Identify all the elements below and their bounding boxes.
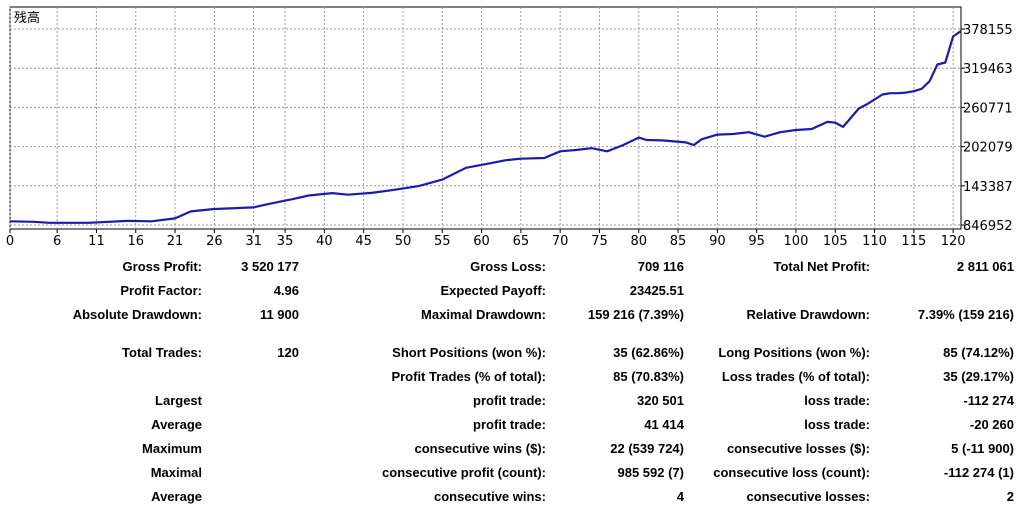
report-label: consecutive wins ($): — [414, 441, 546, 456]
report-value: 5 (-11 900) — [951, 441, 1014, 456]
report-label: consecutive losses: — [746, 489, 870, 504]
report-label: consecutive losses ($): — [726, 441, 870, 456]
y-tick-label: 319463 — [963, 62, 1013, 77]
report-label: Profit Factor: — [120, 283, 202, 298]
report-row: Maximal consecutive profit (count): 985 59… — [0, 463, 1024, 483]
report-label: Long Positions (won %): — [718, 345, 870, 360]
report-label: loss trade: — [804, 393, 870, 408]
x-tick-label: 26 — [206, 234, 223, 249]
report-value: 159 216 (7.39%) — [587, 307, 684, 322]
report-value: 2 811 061 — [956, 259, 1014, 274]
report-label: Total Trades: — [122, 345, 202, 360]
x-tick-label: 60 — [473, 234, 490, 249]
report-label: Gross Profit: — [122, 259, 202, 274]
report-row: Total Trades: 120 Short Positions (won %):… — [0, 343, 1024, 363]
report-value: 709 116 — [637, 259, 684, 274]
x-tick-label: 80 — [630, 234, 647, 249]
report-value: 41 414 — [644, 417, 684, 432]
report-label: Absolute Drawdown: — [72, 307, 202, 322]
balance-series-line — [9, 30, 962, 224]
report-value: 3 520 177 — [241, 259, 299, 274]
report-label: loss trade: — [804, 417, 870, 432]
x-tick-label: 21 — [167, 234, 184, 249]
report-label: profit trade: — [473, 417, 546, 432]
x-tick-label: 75 — [591, 234, 608, 249]
report-label: Short Positions (won %): — [392, 345, 546, 360]
report-value: 985 592 (7) — [617, 465, 685, 480]
x-tick-label: 16 — [127, 234, 144, 249]
test-report-table: Gross Profit: 3 520 177 Gross Loss: 709 116… — [0, 255, 1024, 510]
report-label: Largest — [155, 393, 202, 408]
report-value: -20 260 — [969, 417, 1014, 432]
x-tick-label: 45 — [355, 234, 372, 249]
y-tick-label: 202079 — [963, 141, 1013, 156]
x-tick-label: 40 — [316, 234, 333, 249]
y-tick-label: 846952 — [963, 219, 1013, 234]
x-tick-label: 95 — [748, 234, 765, 249]
balance-chart: 378155 319463 260771 202079 143387 846952 0 6 11… — [6, 6, 1013, 249]
y-tick-label: 143387 — [963, 180, 1013, 195]
report-value: 120 — [277, 345, 299, 360]
report-label: Maximum — [142, 441, 202, 456]
x-tick-label: 120 — [941, 234, 966, 249]
report-value: 22 (539 724) — [610, 441, 684, 456]
report-value: -112 274 (1) — [943, 465, 1014, 480]
report-row: Gross Profit: 3 520 177 Gross Loss: 709 116… — [0, 257, 1024, 277]
x-tick-label: 65 — [513, 234, 530, 249]
report-value: 85 (74.12%) — [943, 345, 1014, 360]
report-label: Profit Trades (% of total): — [391, 369, 546, 384]
balance-chart-svg: 378155 319463 260771 202079 143387 846952 0 6 11… — [6, 6, 1013, 249]
x-tick-label: 100 — [784, 234, 809, 249]
report-row: Profit Trades (% of total): 85 (70.83%) Lo… — [0, 367, 1024, 387]
y-tick-label: 260771 — [963, 101, 1013, 116]
x-tick-label: 70 — [552, 234, 569, 249]
x-tick-label: 50 — [395, 234, 412, 249]
x-tick-label: 115 — [901, 234, 926, 249]
x-tick-label: 110 — [862, 234, 887, 249]
report-label: consecutive profit (count): — [382, 465, 546, 480]
report-value: -112 274 — [963, 393, 1014, 408]
report-value: 7.39% (159 216) — [917, 307, 1014, 322]
report-row: Maximum consecutive wins ($): 22 (539 724)… — [0, 439, 1024, 459]
report-value: 23425.51 — [629, 283, 684, 298]
report-label: consecutive wins: — [434, 489, 546, 504]
report-value: 35 (29.17%) — [943, 369, 1014, 384]
report-row: Average consecutive wins: 4 consecutive los… — [0, 487, 1024, 507]
report-value: 4 — [676, 489, 684, 504]
report-value: 2 — [1006, 489, 1014, 504]
plot-frame — [9, 6, 962, 230]
report-label: Maximal — [150, 465, 202, 480]
report-row: Average profit trade: 41 414 loss trade: -20… — [0, 415, 1024, 435]
report-row: Largest profit trade: 320 501 loss trade: -1… — [0, 391, 1024, 411]
report-label: Total Net Profit: — [773, 259, 870, 274]
x-tick-label: 31 — [245, 234, 262, 249]
report-label: Expected Payoff: — [440, 283, 546, 298]
report-value: 320 501 — [637, 393, 684, 408]
x-tick-label: 0 — [6, 234, 14, 249]
x-tick-label: 55 — [434, 234, 451, 249]
report-label: Relative Drawdown: — [746, 307, 870, 322]
x-tick-label: 105 — [823, 234, 848, 249]
report-value: 4.96 — [273, 283, 299, 298]
report-label: Average — [151, 489, 202, 504]
x-tick-label: 90 — [709, 234, 726, 249]
report-label: Gross Loss: — [470, 259, 546, 274]
y-tick-label: 378155 — [963, 23, 1013, 38]
report-row: Absolute Drawdown: 11 900 Maximal Drawdown… — [0, 305, 1024, 325]
report-value: 35 (62.86%) — [613, 345, 684, 360]
report-label: consecutive loss (count): — [713, 465, 870, 480]
report-label: Maximal Drawdown: — [421, 307, 546, 322]
report-label: Average — [151, 417, 202, 432]
x-tick-label: 85 — [670, 234, 687, 249]
x-tick-label: 11 — [88, 234, 105, 249]
report-value: 85 (70.83%) — [613, 369, 684, 384]
x-tick-label: 35 — [277, 234, 294, 249]
report-value: 11 900 — [259, 307, 299, 322]
report-row: Profit Factor: 4.96 Expected Payoff: 23425.… — [0, 281, 1024, 301]
report-label: profit trade: — [473, 393, 546, 408]
x-tick-label: 6 — [53, 234, 61, 249]
report-label: Loss trades (% of total): — [721, 369, 870, 384]
chart-title: 残高 — [14, 10, 40, 26]
